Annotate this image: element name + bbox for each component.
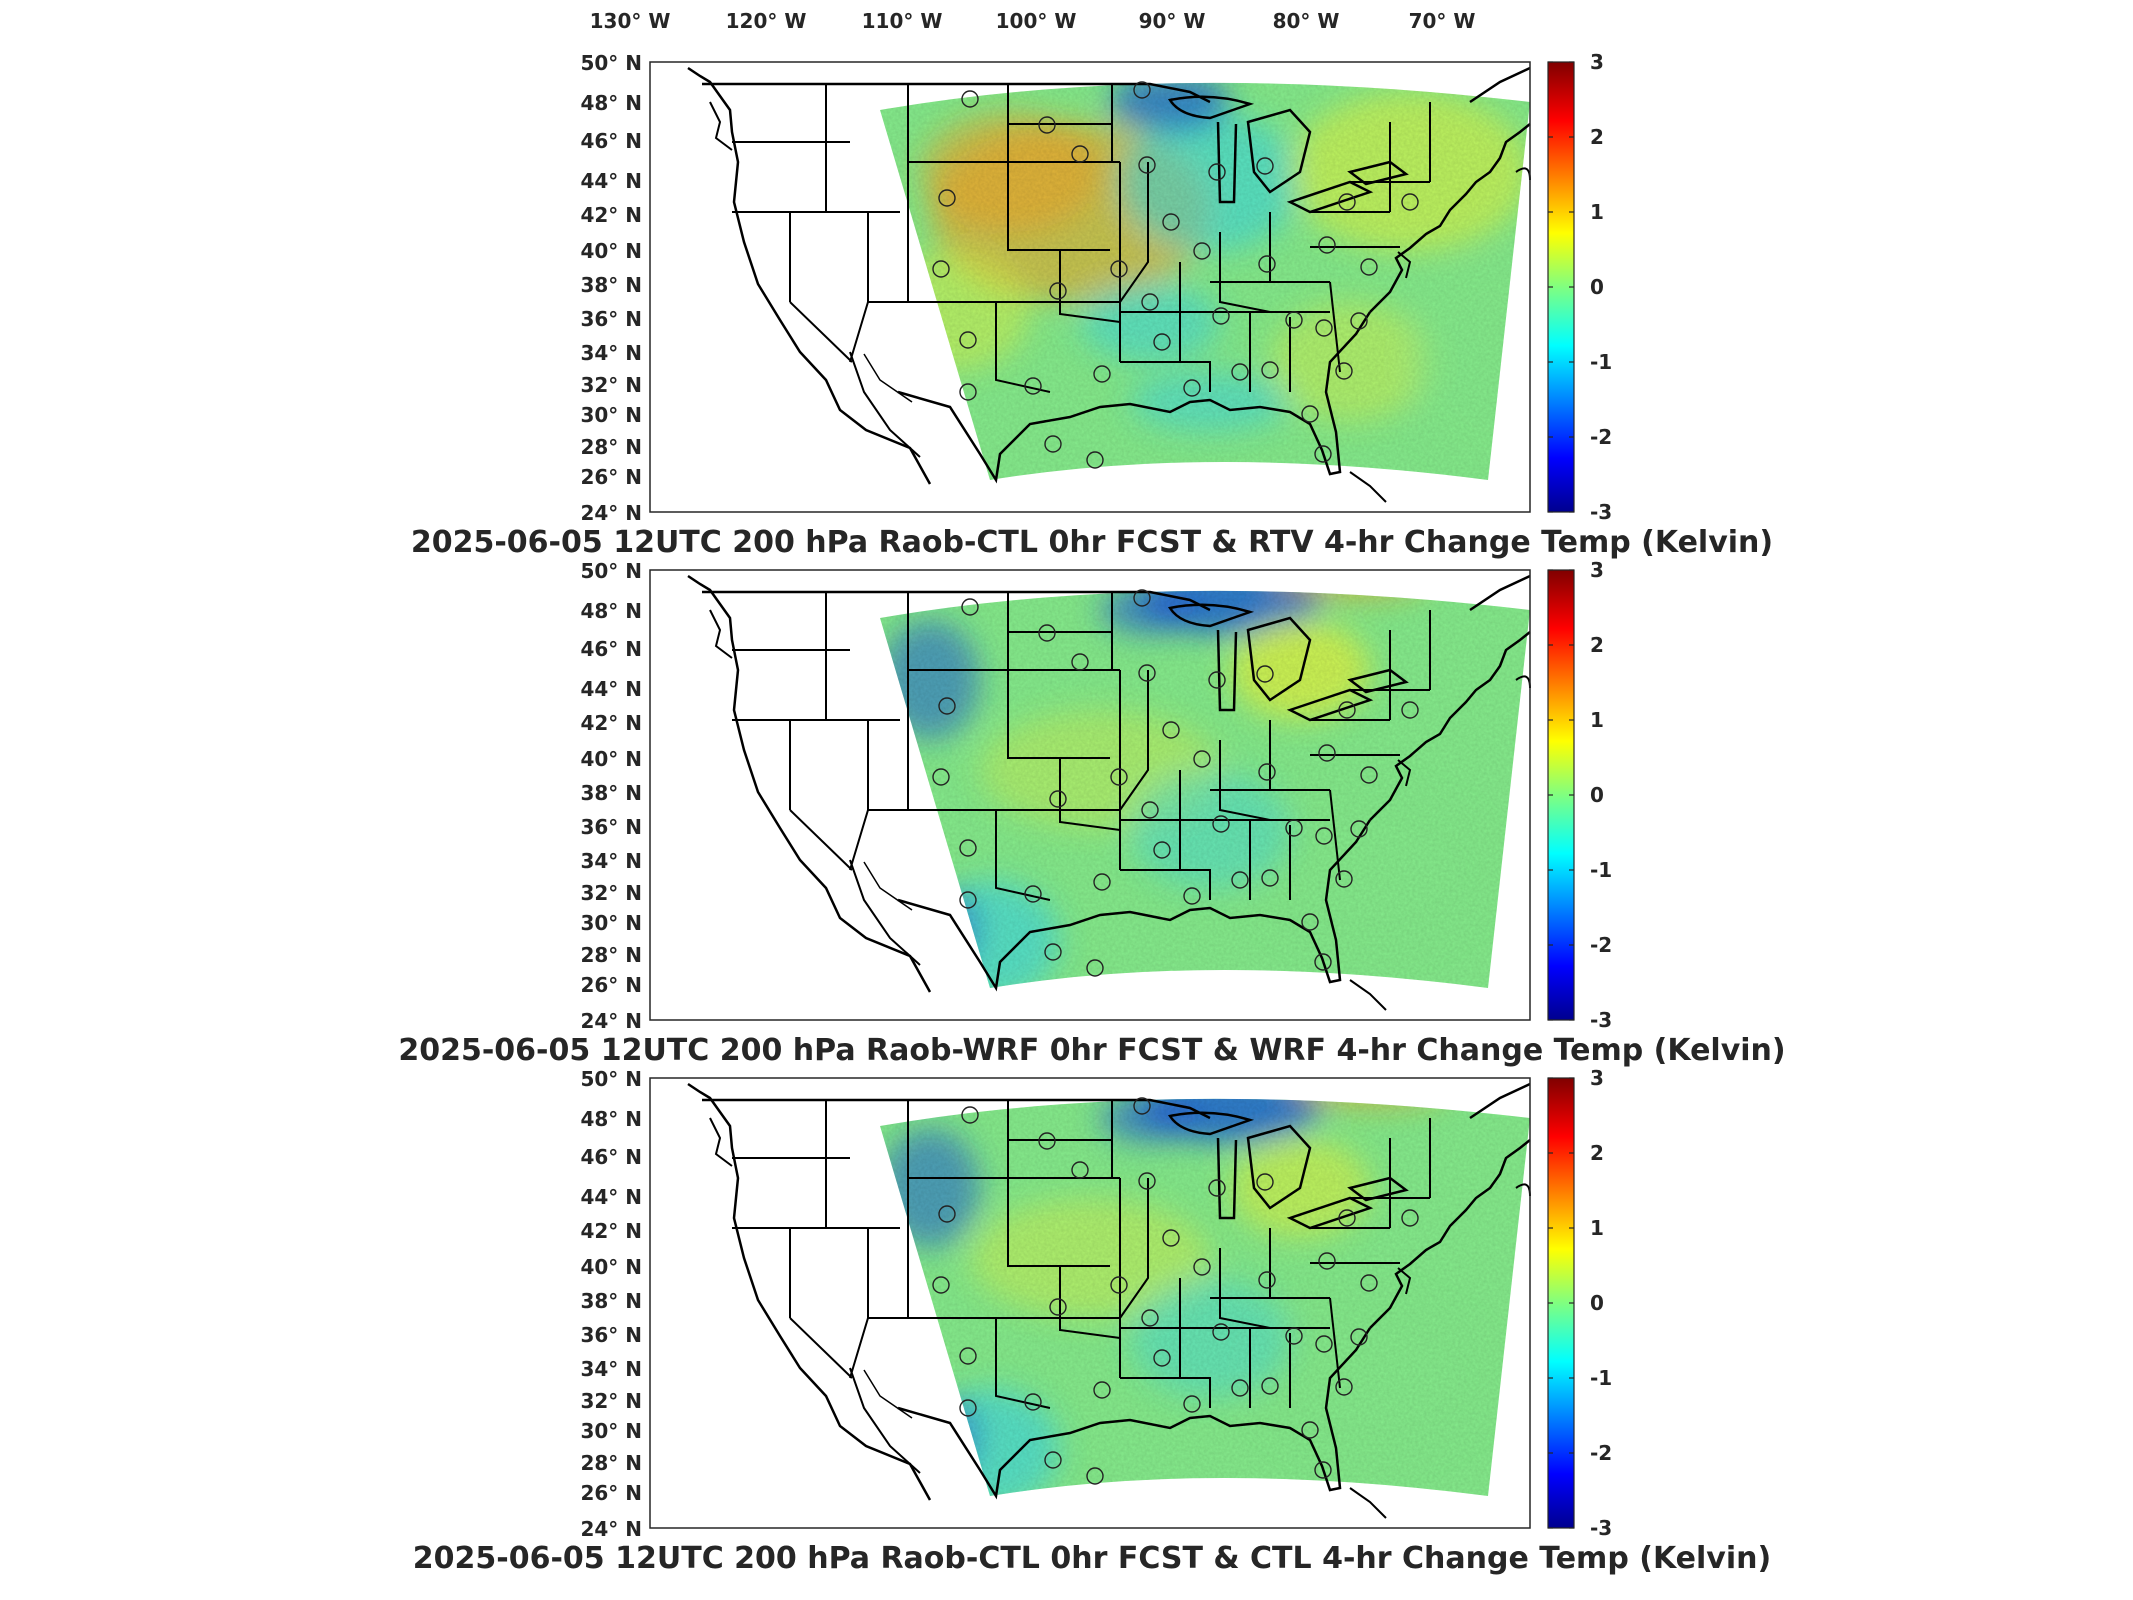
lat-tick-label: 34° N (580, 1357, 642, 1381)
lat-tick-label: 48° N (580, 91, 642, 115)
lat-tick-label: 24° N (580, 501, 642, 525)
lat-tick-label: 38° N (580, 1289, 642, 1313)
map-content (686, 66, 1532, 504)
lat-tick-label: 46° N (580, 1145, 642, 1169)
lat-tick-label: 42° N (580, 1219, 642, 1243)
map-content (686, 1082, 1532, 1520)
colorbar: 3 2 1 0 -1 -2 -3 (1547, 1066, 1612, 1540)
colorbar-tick-label: -2 (1590, 933, 1612, 957)
lat-tick-label: 50° N (580, 559, 642, 583)
colorbar-tick-label: -1 (1590, 1366, 1612, 1390)
lat-tick-label: 28° N (580, 435, 642, 459)
lat-tick-label: 30° N (580, 403, 642, 427)
colorbar-tick-label: 0 (1590, 1291, 1604, 1315)
lat-tick-label: 30° N (580, 1419, 642, 1443)
lon-axis: 130° W 120° W 110° W 100° W 90° W 80° W 70° W (590, 9, 1476, 33)
map-content (686, 574, 1532, 1012)
colorbar-tick-label: 2 (1590, 125, 1604, 149)
colorbar-tick-label: 3 (1590, 558, 1604, 582)
colorbar: 3 2 1 0 -1 -2 -3 (1547, 558, 1612, 1032)
lat-tick-label: 44° N (580, 677, 642, 701)
lat-tick-label: 28° N (580, 943, 642, 967)
lat-axis: 50° N 48° N 46° N 44° N 42° N 40° N 38° N 36° N… (580, 51, 642, 525)
lon-tick-label: 70° W (1409, 9, 1476, 33)
colorbar-tick-label: -3 (1590, 1516, 1612, 1540)
lat-tick-label: 32° N (580, 1389, 642, 1413)
lat-tick-label: 44° N (580, 1185, 642, 1209)
panel-title: 2025-06-05 12UTC 200 hPa Raob-CTL 0hr FC… (411, 525, 1773, 560)
lat-tick-label: 30° N (580, 911, 642, 935)
lat-tick-label: 50° N (580, 51, 642, 75)
lat-tick-label: 32° N (580, 373, 642, 397)
lat-tick-label: 26° N (580, 465, 642, 489)
temperature-swath (880, 590, 1530, 989)
lat-tick-label: 40° N (580, 747, 642, 771)
lat-tick-label: 34° N (580, 341, 642, 365)
colorbar-tick-label: -1 (1590, 350, 1612, 374)
lat-tick-label: 44° N (580, 169, 642, 193)
lat-tick-label: 36° N (580, 1323, 642, 1347)
lat-tick-label: 36° N (580, 815, 642, 839)
lon-tick-label: 100° W (996, 9, 1077, 33)
lon-tick-label: 90° W (1139, 9, 1206, 33)
lon-tick-label: 110° W (862, 9, 943, 33)
lat-axis: 50° N 48° N 46° N 44° N 42° N 40° N 38° N 36° N… (580, 1067, 642, 1541)
lat-tick-label: 42° N (580, 711, 642, 735)
colorbar-tick-label: 0 (1590, 783, 1604, 807)
lon-tick-label: 80° W (1273, 9, 1340, 33)
colorbar-tick-label: 3 (1590, 50, 1604, 74)
lat-tick-label: 38° N (580, 781, 642, 805)
colorbar-tick-label: 2 (1590, 633, 1604, 657)
lat-tick-label: 34° N (580, 849, 642, 873)
colorbar-tick-label: -2 (1590, 425, 1612, 449)
lat-tick-label: 50° N (580, 1067, 642, 1091)
lat-axis: 50° N 48° N 46° N 44° N 42° N 40° N 38° N 36° N… (580, 559, 642, 1033)
map-panel-rtv: 50° N 48° N 46° N 44° N 42° N 40° N 38° N 36° N… (411, 9, 1773, 560)
colorbar-tick-label: -2 (1590, 1441, 1612, 1465)
map-panel-wrf: 50° N 48° N 46° N 44° N 42° N 40° N 38° N 36° N… (398, 558, 1785, 1068)
lat-tick-label: 24° N (580, 1009, 642, 1033)
colorbar-tick-label: -3 (1590, 500, 1612, 524)
lat-tick-label: 48° N (580, 599, 642, 623)
lat-tick-label: 40° N (580, 239, 642, 263)
panel-title: 2025-06-05 12UTC 200 hPa Raob-CTL 0hr FC… (413, 1541, 1771, 1576)
lat-tick-label: 26° N (580, 973, 642, 997)
map-frame (649, 569, 1531, 1021)
colorbar-tick-label: 2 (1590, 1141, 1604, 1165)
lat-tick-label: 40° N (580, 1255, 642, 1279)
lat-tick-label: 24° N (580, 1517, 642, 1541)
lon-tick-label: 120° W (726, 9, 807, 33)
lat-tick-label: 46° N (580, 129, 642, 153)
panel-title: 2025-06-05 12UTC 200 hPa Raob-WRF 0hr FC… (398, 1033, 1785, 1068)
colorbar-tick-label: 3 (1590, 1066, 1604, 1090)
lat-tick-label: 28° N (580, 1451, 642, 1475)
lat-tick-label: 42° N (580, 203, 642, 227)
map-frame (649, 61, 1531, 513)
lat-tick-label: 48° N (580, 1107, 642, 1131)
lat-tick-label: 46° N (580, 637, 642, 661)
lon-tick-label: 130° W (590, 9, 671, 33)
lat-tick-label: 26° N (580, 1481, 642, 1505)
colorbar-tick-label: -3 (1590, 1008, 1612, 1032)
lat-tick-label: 38° N (580, 273, 642, 297)
colorbar: 3 2 1 0 -1 -2 -3 (1547, 50, 1612, 524)
colorbar-tick-label: 0 (1590, 275, 1604, 299)
map-frame (649, 1077, 1531, 1529)
map-panel-ctl: 50° N 48° N 46° N 44° N 42° N 40° N 38° N 36° N… (413, 1066, 1771, 1576)
colorbar-tick-label: 1 (1590, 1216, 1604, 1240)
colorbar-tick-label: -1 (1590, 858, 1612, 882)
lat-tick-label: 32° N (580, 881, 642, 905)
colorbar-tick-label: 1 (1590, 708, 1604, 732)
colorbar-tick-label: 1 (1590, 200, 1604, 224)
lat-tick-label: 36° N (580, 307, 642, 331)
